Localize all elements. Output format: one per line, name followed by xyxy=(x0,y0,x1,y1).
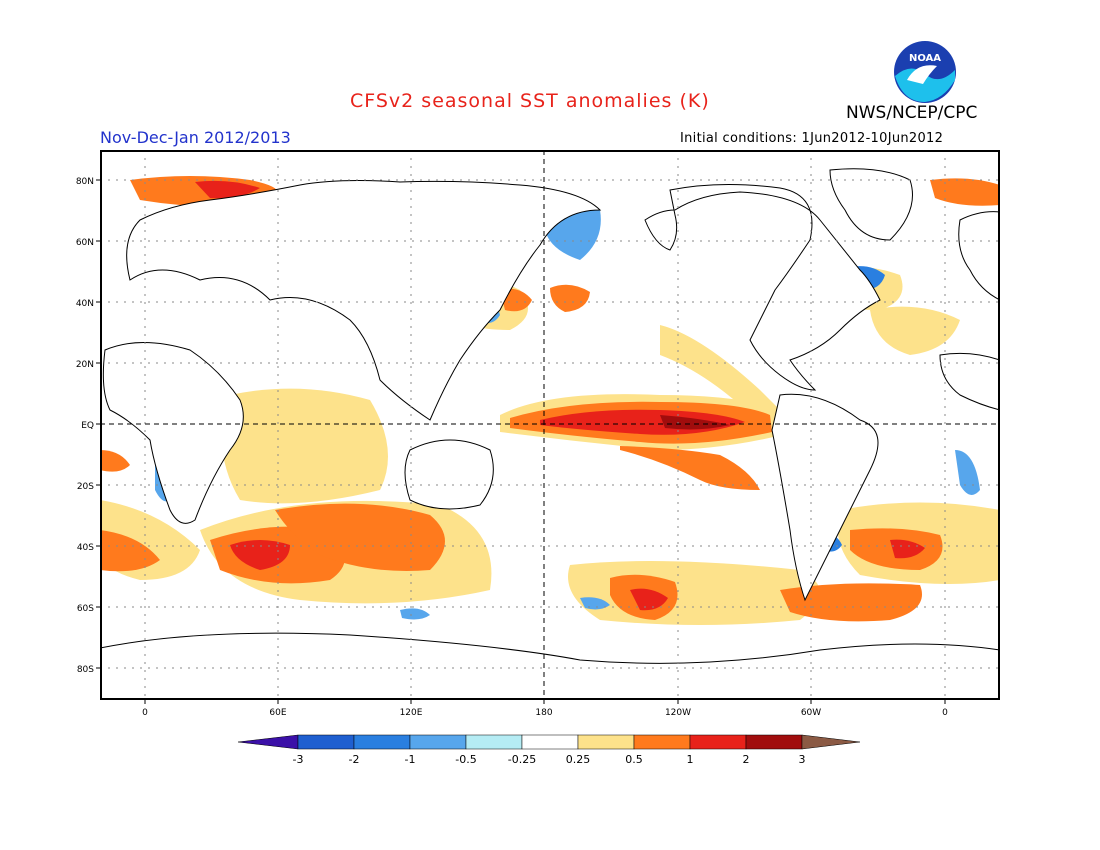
lat-label: EQ xyxy=(81,421,94,431)
lat-label: 20S xyxy=(77,482,94,492)
lon-label: 120W xyxy=(665,708,691,718)
agency-label: NWS/NCEP/CPC xyxy=(846,103,978,123)
grid-lines xyxy=(100,150,1000,700)
greenland-landmass xyxy=(829,168,913,241)
colorbar-label: -0.5 xyxy=(455,753,476,766)
forecast-period: Nov-Dec-Jan 2012/2013 xyxy=(100,128,291,147)
lon-label: 60W xyxy=(801,708,821,718)
africa-landmass xyxy=(102,342,244,524)
lat-label: 60S xyxy=(77,604,94,614)
colorbar-cells xyxy=(297,734,803,750)
lon-label: 120E xyxy=(400,708,423,718)
colorbar-label: 2 xyxy=(743,753,750,766)
lat-label: 80S xyxy=(77,665,94,675)
colorbar-label: -1 xyxy=(405,753,416,766)
australia-landmass xyxy=(404,439,494,510)
map-frame xyxy=(100,150,1000,700)
lat-label: 80N xyxy=(76,177,94,187)
antarctica-landmass xyxy=(100,632,1000,700)
lon-label: 60E xyxy=(269,708,286,718)
lon-axis: 0 60E 120E 180 120W 60W 0 xyxy=(142,700,948,718)
lat-label: 60N xyxy=(76,238,94,248)
logo-text: NOAA xyxy=(909,53,941,64)
eurasia-landmass xyxy=(126,180,602,421)
lat-label: 40N xyxy=(76,299,94,309)
south-america-landmass xyxy=(771,393,879,602)
colorbar-label: 0.25 xyxy=(566,753,591,766)
colorbar-high-arrow xyxy=(801,734,861,750)
north-america-landmass xyxy=(644,183,881,391)
chart-title: CFSv2 seasonal SST anomalies (K) xyxy=(350,90,710,112)
lon-label: 180 xyxy=(535,708,552,718)
colorbar-label: -3 xyxy=(293,753,304,766)
color-bar: -3 -2 -1 -0.5 -0.25 0.25 0.5 1 2 3 xyxy=(238,734,861,766)
lat-label: 40S xyxy=(77,543,94,553)
colorbar-low-arrow xyxy=(238,734,299,750)
noaa-logo: NOAA xyxy=(894,41,956,103)
colorbar-label: 3 xyxy=(799,753,806,766)
sst-anomaly-map xyxy=(100,150,1000,700)
colorbar-label: 1 xyxy=(687,753,694,766)
colorbar-label: -0.25 xyxy=(508,753,536,766)
colorbar-label: -2 xyxy=(349,753,360,766)
eurasia-landmass-wrap xyxy=(958,211,1000,301)
lon-label: 0 xyxy=(942,708,948,718)
coastlines xyxy=(100,168,1000,700)
colorbar-label: 0.5 xyxy=(625,753,643,766)
lon-label: 0 xyxy=(142,708,148,718)
africa-landmass-wrap xyxy=(939,352,1000,411)
initial-conditions: Initial conditions: 1Jun2012-10Jun2012 xyxy=(680,131,944,146)
lat-axis: 80N 60N 40N 20N EQ 20S 40S 60S 80S xyxy=(76,177,100,675)
lat-label: 20N xyxy=(76,360,94,370)
